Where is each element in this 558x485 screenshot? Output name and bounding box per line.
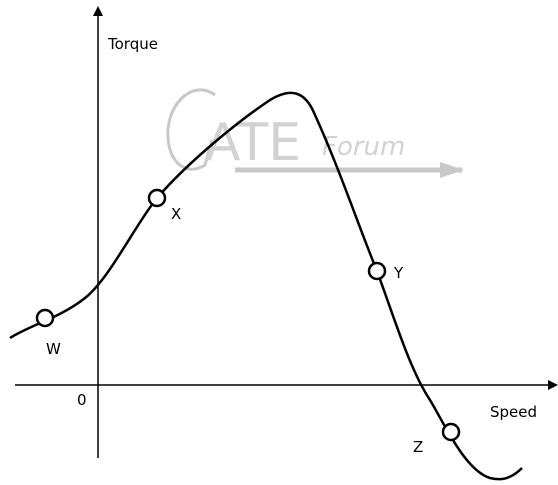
y-axis-label: Torque	[107, 35, 158, 53]
point-label: Z	[413, 438, 423, 456]
point-label: X	[171, 205, 181, 223]
x-axis-label: Speed	[490, 403, 537, 421]
point-label: Y	[393, 264, 404, 282]
watermark-main: ATE	[205, 113, 301, 173]
origin-label: 0	[77, 391, 87, 409]
point-label: W	[46, 340, 61, 358]
watermark-g	[166, 88, 216, 171]
point-marker	[367, 261, 387, 281]
point-marker	[147, 188, 167, 208]
point-marker	[35, 308, 55, 328]
point-marker	[441, 422, 461, 442]
watermark-sub: Forum	[322, 132, 405, 162]
watermark: ATE Forum	[166, 88, 464, 178]
